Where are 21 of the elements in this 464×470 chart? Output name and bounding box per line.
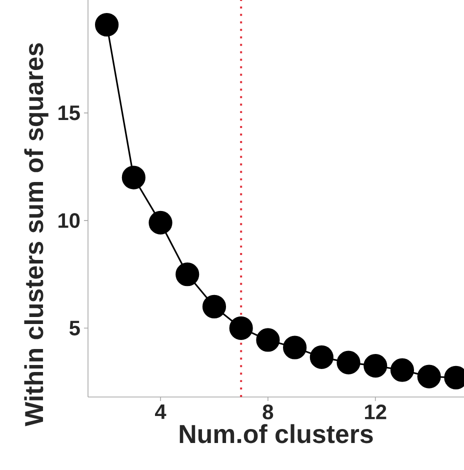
x-tick-label: 12	[365, 404, 386, 420]
point	[417, 364, 441, 388]
y-tick-label: 15	[58, 106, 80, 120]
point	[229, 316, 253, 340]
point	[95, 12, 119, 37]
y-tick-label: 5	[69, 320, 80, 336]
point	[390, 358, 414, 382]
point	[310, 345, 334, 369]
point	[256, 328, 280, 352]
point	[283, 336, 307, 360]
point	[364, 354, 388, 378]
point	[336, 350, 360, 374]
point	[176, 262, 200, 286]
x-tick-label: 8	[262, 404, 274, 420]
y-tick-label: 10	[58, 213, 80, 228]
point	[148, 210, 172, 235]
point	[122, 166, 146, 190]
x-tick-label: 4	[155, 404, 166, 419]
x-axis-title: Num.of clusters	[180, 424, 373, 444]
point	[202, 294, 226, 318]
y-axis-title: Within clusters sum of squares	[24, 43, 48, 426]
